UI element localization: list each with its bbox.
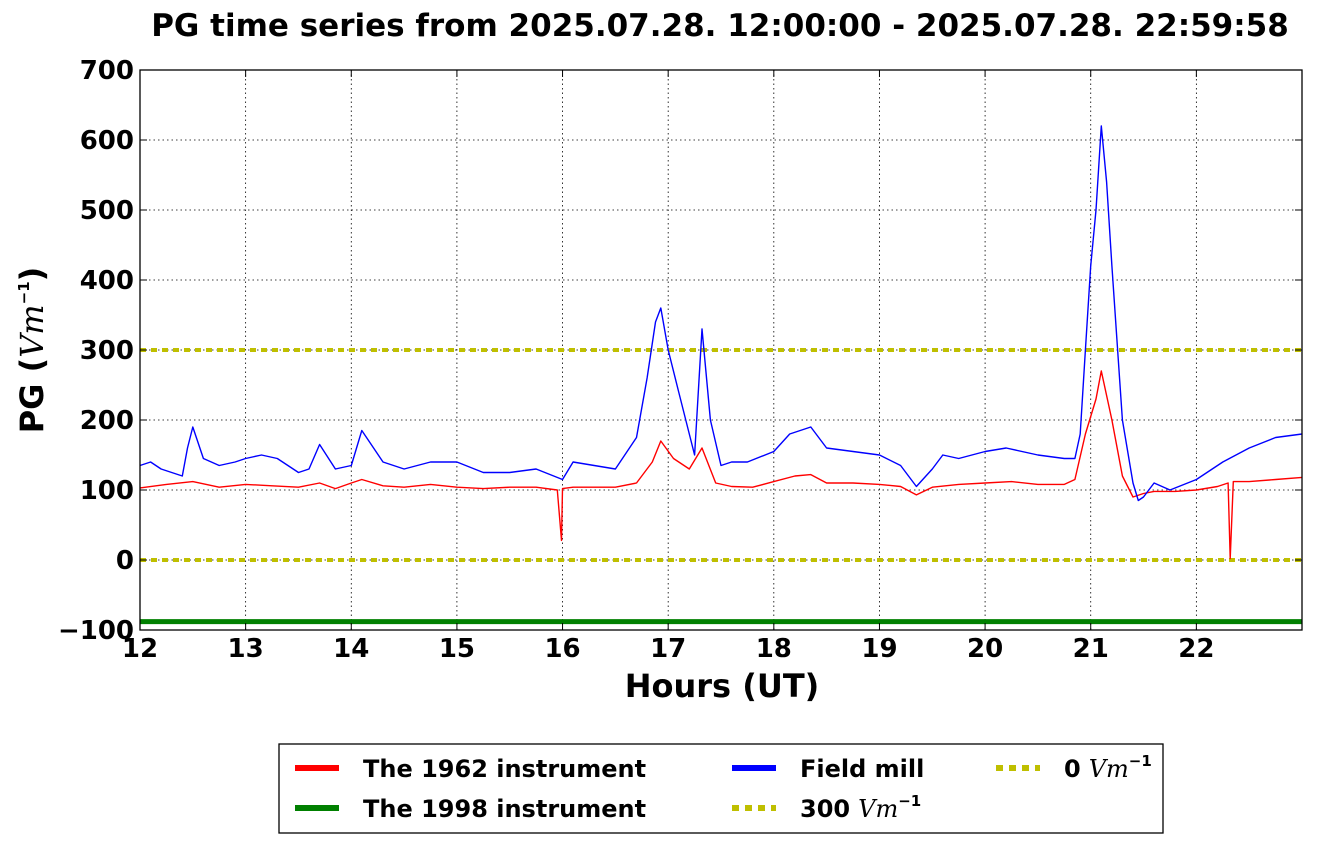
y-tick-label: 300 bbox=[80, 336, 134, 366]
x-tick-label: 12 bbox=[122, 634, 158, 664]
x-tick-label: 21 bbox=[1073, 634, 1109, 664]
legend-label-exp: −1 bbox=[1129, 752, 1152, 770]
y-tick-label: −100 bbox=[58, 616, 134, 646]
legend-label: 0 Vm−1 bbox=[1064, 752, 1152, 783]
legend-label-text: The 1962 instrument bbox=[363, 755, 646, 783]
x-tick-label: 15 bbox=[439, 634, 475, 664]
legend-label: 300 Vm−1 bbox=[800, 792, 921, 823]
x-tick-label: 13 bbox=[228, 634, 264, 664]
y-axis-label-main: PG ( bbox=[13, 358, 51, 433]
legend-item-300: 300 Vm−1 bbox=[732, 792, 921, 823]
series-line-field-mill bbox=[139, 125, 1303, 502]
y-tick-label: 100 bbox=[80, 476, 134, 506]
legend-label-text: Field mill bbox=[800, 755, 924, 783]
axis-ticks: 12 13 14 15 16 17 18 19 20 21 22 −100 0 100 200 300 400 5… bbox=[58, 56, 1302, 664]
x-tick-label: 16 bbox=[544, 634, 580, 664]
y-axis-label-exp: −1 bbox=[15, 281, 33, 304]
y-tick-label: 600 bbox=[80, 126, 134, 156]
x-tick-label: 22 bbox=[1178, 634, 1214, 664]
legend-label-exp: −1 bbox=[898, 792, 921, 810]
legend-label-text: 0 bbox=[1064, 755, 1081, 783]
legend: The 1962 instrument The 1998 instrument Fi… bbox=[278, 743, 1164, 834]
legend-label: Field mill bbox=[800, 755, 924, 783]
x-tick-label: 18 bbox=[756, 634, 792, 664]
y-tick-label: 400 bbox=[80, 266, 134, 296]
x-tick-label: 17 bbox=[650, 634, 686, 664]
legend-label: The 1998 instrument bbox=[363, 795, 646, 823]
plot-area bbox=[139, 125, 1303, 625]
y-axis-label-unit: Vm bbox=[13, 304, 51, 357]
legend-label-unit: Vm bbox=[1089, 755, 1129, 783]
x-tick-label: 20 bbox=[967, 634, 1003, 664]
legend-item-field-mill: Field mill bbox=[732, 755, 924, 783]
x-tick-label: 14 bbox=[333, 634, 369, 664]
legend-label-text: The 1998 instrument bbox=[363, 795, 646, 823]
y-axis-label-close: ) bbox=[13, 267, 51, 282]
y-tick-label: 0 bbox=[116, 546, 134, 576]
x-tick-label: 19 bbox=[861, 634, 897, 664]
y-tick-label: 500 bbox=[80, 196, 134, 226]
legend-item-the-1962-instrument: The 1962 instrument bbox=[295, 755, 646, 783]
legend-box bbox=[278, 743, 1164, 834]
chart-title: PG time series from 2025.07.28. 12:00:00… bbox=[151, 8, 1289, 44]
y-tick-label: 200 bbox=[80, 406, 134, 436]
x-axis-label: Hours (UT) bbox=[625, 667, 820, 705]
legend-label-unit: Vm bbox=[858, 795, 898, 823]
legend-item-the-1998-instrument: The 1998 instrument bbox=[295, 795, 646, 823]
grid-lines bbox=[140, 70, 1302, 630]
legend-label-text: 300 bbox=[800, 795, 850, 823]
y-tick-label: 700 bbox=[80, 56, 134, 86]
y-axis-label: PG (Vm−1) bbox=[13, 267, 51, 434]
legend-label: The 1962 instrument bbox=[363, 755, 646, 783]
legend-item-0: 0 Vm−1 bbox=[996, 752, 1152, 783]
